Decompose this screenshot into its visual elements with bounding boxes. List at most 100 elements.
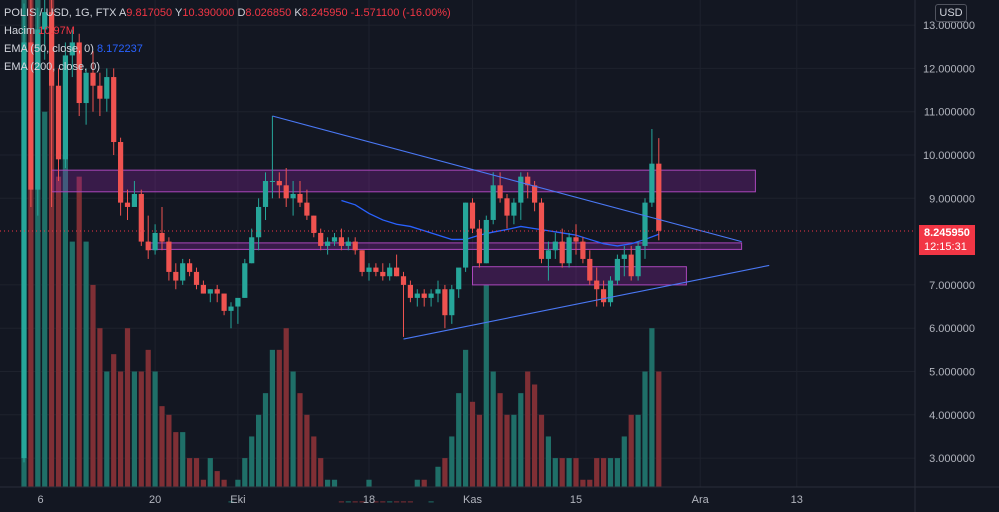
volume-bar — [297, 393, 303, 487]
trendline — [272, 115, 742, 243]
volume-bar — [373, 501, 379, 503]
volume-bar — [338, 501, 344, 503]
volume-bar — [62, 155, 68, 487]
volume-bar — [463, 349, 469, 487]
volume-bar — [642, 371, 648, 487]
volume-bar — [28, 0, 34, 488]
candle-body — [497, 185, 503, 199]
candle-body — [235, 297, 241, 307]
volume-bar — [628, 414, 634, 487]
candle-body — [138, 193, 144, 242]
candle-body — [449, 289, 455, 316]
volume-bar — [269, 349, 275, 487]
volume-bar — [552, 458, 558, 487]
candle-body — [580, 241, 586, 259]
candle-body — [325, 241, 331, 246]
volume-row[interactable]: Hacim 10.97M — [4, 22, 451, 40]
volume-bar — [352, 501, 358, 503]
candle-body — [525, 176, 531, 186]
volume-bar — [42, 111, 48, 487]
candle-body — [55, 85, 62, 160]
currency-badge[interactable]: USD — [935, 4, 967, 22]
ohlc-row: POLIS / USD, 1G, FTX A9.817050 Y10.39000… — [4, 4, 451, 22]
candle-body — [614, 258, 620, 281]
candle-body — [642, 202, 648, 246]
volume-bar — [545, 436, 551, 487]
high-label: Y — [175, 7, 183, 19]
volume-bar — [428, 501, 434, 503]
volume-bar — [483, 284, 489, 487]
candle-body — [394, 267, 400, 277]
candle-body — [552, 241, 558, 251]
candle-body — [442, 289, 448, 316]
candle-body — [221, 293, 227, 311]
volume-bar — [311, 436, 317, 487]
trendline — [403, 264, 770, 340]
candle-body — [421, 293, 427, 298]
volume-bar — [214, 471, 220, 487]
candle-body — [35, 29, 41, 190]
candle-body — [490, 185, 496, 220]
candle-body — [352, 241, 358, 251]
ema200-label: EMA (200, close, 0) — [4, 61, 100, 73]
candlesticks — [21, 0, 662, 463]
candle-body — [566, 237, 572, 264]
volume-bar — [532, 384, 538, 487]
volume-bar — [256, 414, 262, 487]
candle-body — [297, 193, 303, 203]
volume-bar — [497, 393, 503, 487]
volume-bar — [538, 414, 545, 487]
candle-body — [504, 198, 510, 216]
volume-bar — [193, 458, 200, 487]
candle-body — [21, 42, 27, 459]
volume-bar — [228, 501, 234, 503]
candle-body — [283, 185, 289, 199]
candle-body — [318, 232, 324, 246]
volume-bar — [159, 406, 165, 487]
candle-body — [469, 202, 476, 229]
candle-body — [518, 176, 524, 203]
ema200-row[interactable]: EMA (200, close, 0) — [4, 58, 451, 76]
volume-label: Hacim — [4, 25, 36, 37]
volume-bar — [131, 371, 137, 487]
volume-bar — [656, 371, 662, 487]
candle-body — [311, 215, 317, 233]
volume-bar — [380, 501, 386, 503]
candle-body — [76, 42, 82, 104]
candle-body — [187, 263, 193, 272]
volume-bar — [435, 466, 441, 487]
candle-body — [269, 180, 275, 182]
volume-bar — [76, 176, 82, 487]
volume-bar — [104, 371, 110, 487]
candle-body — [42, 12, 48, 30]
volume-bar — [394, 501, 400, 503]
volume-bar — [235, 479, 241, 487]
volume-bar — [331, 479, 338, 487]
volume-bar — [559, 458, 565, 487]
price-axis-labels: 13.000000 12.000000 11.000000 10.000000 9.00… — [923, 20, 975, 465]
volume-bar — [366, 479, 372, 487]
candle-body — [414, 293, 420, 298]
candle-body — [207, 289, 213, 294]
volume-bar — [69, 241, 75, 487]
volume-bar — [97, 328, 103, 487]
volume-bar — [649, 328, 655, 487]
open-value: 9.817050 — [126, 7, 173, 19]
volume-bar — [621, 436, 627, 487]
ema50-row[interactable]: EMA (50, close, 0) 8.172237 — [4, 40, 451, 58]
candle-body — [228, 306, 234, 311]
candle-body — [49, 12, 55, 86]
low-value: 8.026850 — [245, 7, 292, 19]
symbol-title[interactable]: POLIS / USD, 1G, FTX — [4, 7, 117, 19]
close-value: 8.245950 — [301, 7, 348, 19]
candle-body — [594, 280, 600, 290]
price-tick-label: 12.000000 — [923, 63, 975, 75]
volume-bar — [325, 479, 331, 487]
volume-bar — [456, 393, 462, 487]
candle-body — [256, 206, 262, 238]
volume-bar — [442, 458, 448, 487]
volume-bar — [607, 458, 614, 487]
candle-body — [262, 180, 269, 207]
candle-body — [435, 289, 441, 294]
